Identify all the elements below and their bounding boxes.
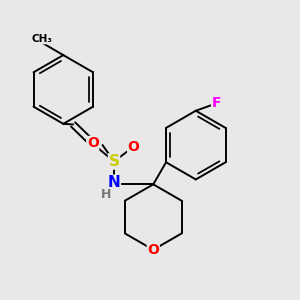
Text: O: O: [147, 243, 159, 257]
Text: O: O: [128, 140, 140, 154]
Text: CH₃: CH₃: [32, 34, 52, 44]
Text: H: H: [100, 188, 111, 201]
Text: O: O: [87, 136, 99, 151]
Text: S: S: [109, 154, 119, 169]
Text: F: F: [212, 97, 221, 110]
Text: N: N: [108, 175, 120, 190]
